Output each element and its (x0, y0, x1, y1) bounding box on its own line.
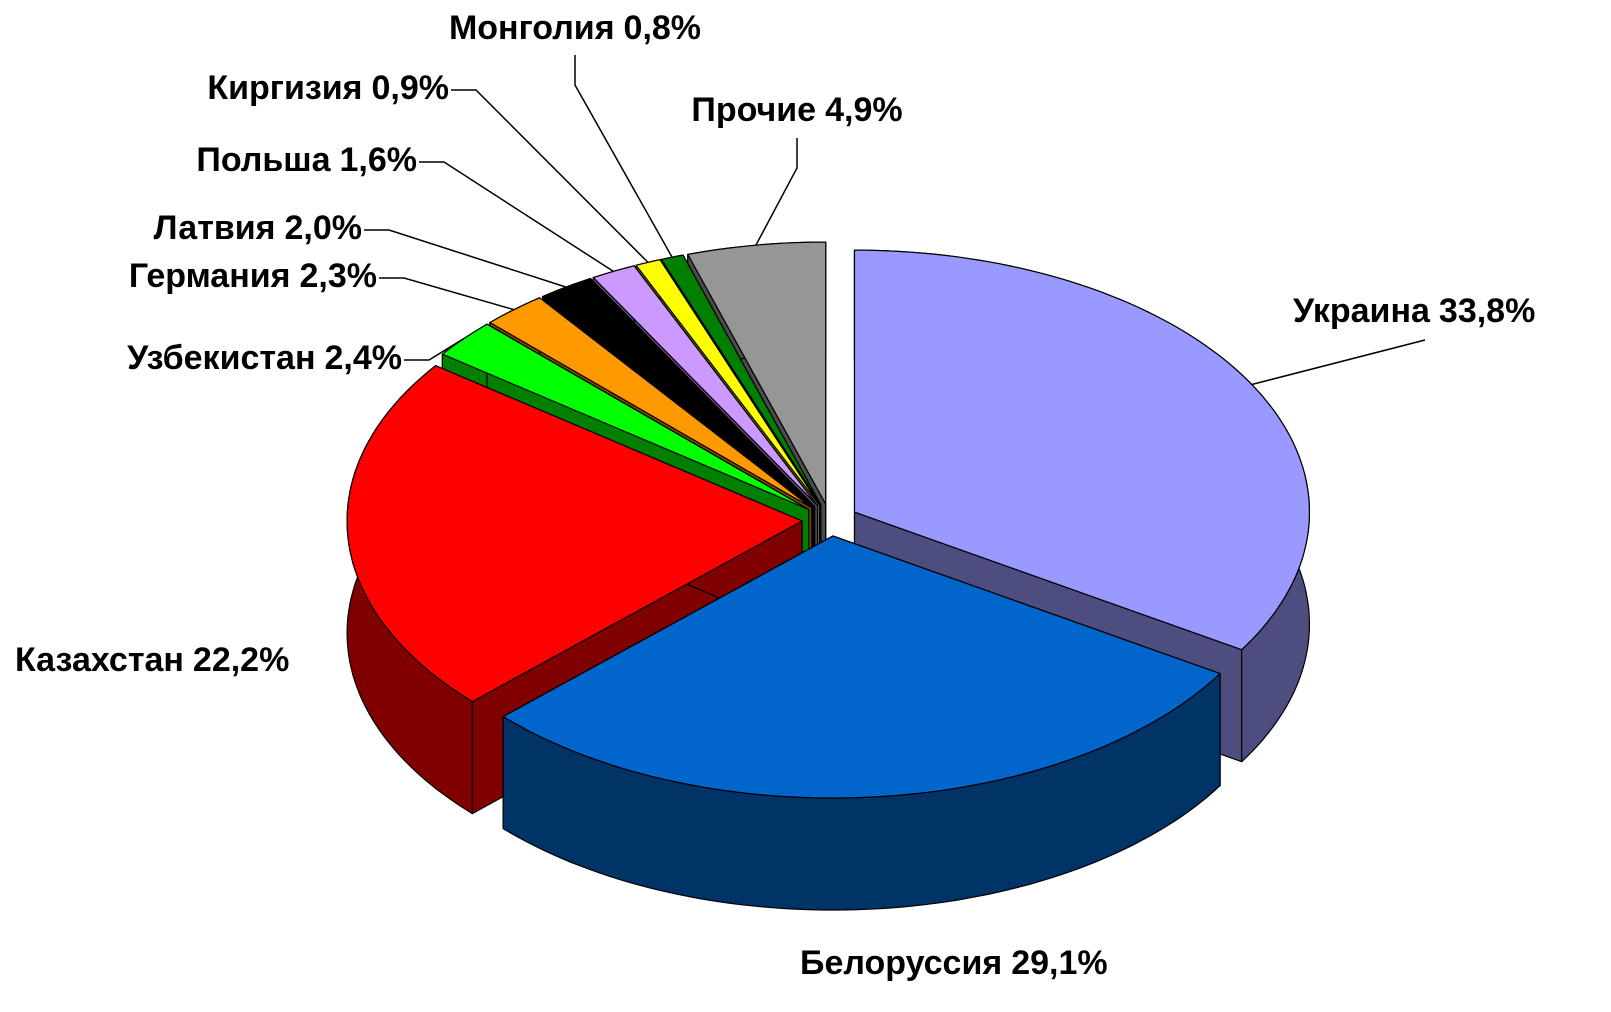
value-label: 0,8% (624, 9, 702, 47)
value-label: 22,2% (193, 641, 289, 679)
leader-line (404, 338, 465, 361)
slice (502, 535, 1221, 799)
value-label: 33,8% (1439, 292, 1535, 330)
value-label: 29,1% (1011, 944, 1107, 982)
category-name: Белоруссия (800, 944, 1002, 982)
leader-line (451, 89, 649, 263)
data-label: Прочие 4,9% (691, 91, 902, 129)
category-name: Украина (1293, 292, 1431, 330)
data-label: Казахстан 22,2% (15, 641, 289, 679)
data-label: Узбекистан 2,4% (127, 339, 402, 377)
category-name: Прочие (691, 91, 816, 129)
data-label: Киргизия 0,9% (207, 69, 449, 107)
data-label: Польша 1,6% (196, 141, 417, 179)
category-name: Германия (129, 257, 291, 295)
slice (853, 249, 1310, 651)
data-label: Белоруссия 29,1% (800, 944, 1108, 982)
data-label: Монголия 0,8% (449, 9, 701, 47)
leader-line (379, 277, 515, 311)
data-label: Германия 2,3% (129, 257, 377, 295)
category-name: Узбекистан (127, 339, 315, 377)
category-name: Киргизия (207, 69, 362, 107)
data-label: Украина 33,8% (1293, 292, 1535, 330)
slice (592, 265, 818, 507)
value-label: 4,9% (825, 91, 903, 129)
value-label: 2,4% (325, 339, 403, 377)
value-label: 2,0% (285, 209, 363, 247)
leader-line (364, 229, 567, 288)
category-name: Монголия (449, 9, 615, 47)
leader-line (419, 161, 614, 273)
value-label: 0,9% (372, 69, 450, 107)
leader-line (574, 55, 673, 258)
data-label: Латвия 2,0% (154, 209, 362, 247)
leader-line (1251, 339, 1426, 386)
value-label: 2,3% (300, 257, 378, 295)
value-label: 1,6% (340, 141, 418, 179)
leader-line (755, 138, 798, 246)
slice (346, 365, 803, 703)
category-name: Латвия (154, 209, 276, 247)
category-name: Казахстан (15, 641, 184, 679)
category-name: Польша (196, 141, 331, 179)
